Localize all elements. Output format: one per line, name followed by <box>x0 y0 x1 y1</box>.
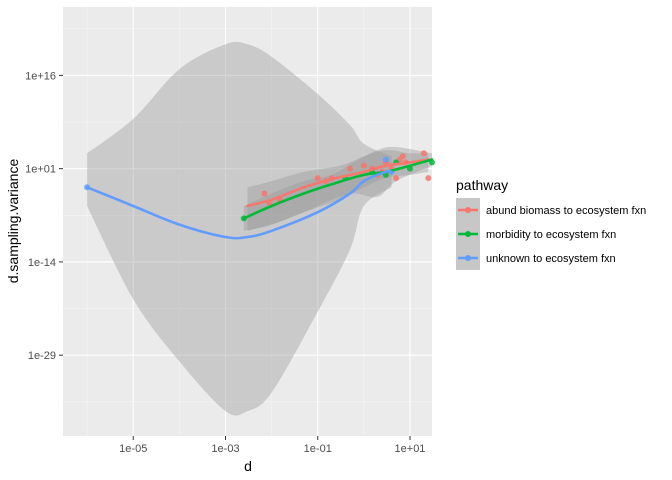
confidence-band-1 <box>243 146 432 231</box>
y-tick-label: 1e-29 <box>28 350 56 362</box>
legend-label: unknown to ecosystem fxn <box>486 253 616 265</box>
minor-grid <box>63 7 432 436</box>
data-point <box>261 190 268 197</box>
x-axis-title: d <box>244 458 252 474</box>
legend-label: morbidity to ecosystem fxn <box>486 229 616 241</box>
legend-label: abund biomass to ecosystem fxn <box>486 205 646 217</box>
x-axis: 1e-05 1e-03 1e-01 1e+01 <box>119 436 425 455</box>
data-point <box>420 150 427 157</box>
x-tick-label: 1e-05 <box>119 443 147 455</box>
y-axis-title: d.sampling.variance <box>5 159 21 284</box>
x-tick-label: 1e-03 <box>211 443 239 455</box>
legend-item: morbidity to ecosystem fxn <box>456 222 616 246</box>
data-point <box>425 175 432 182</box>
major-grid <box>63 7 432 436</box>
y-tick-label: 1e-14 <box>28 257 56 269</box>
x-tick-label: 1e-01 <box>304 443 332 455</box>
fit-line-1 <box>242 158 434 220</box>
confidence-band-2 <box>87 41 392 416</box>
data-point <box>399 153 406 160</box>
legend-item: unknown to ecosystem fxn <box>456 246 616 270</box>
legend-key-point <box>465 231 471 237</box>
x-tick-label: 1e+01 <box>395 443 426 455</box>
fit-line-0 <box>246 158 430 208</box>
y-tick-label: 1e+16 <box>25 70 56 82</box>
data-point <box>393 175 400 182</box>
data-point <box>346 165 353 172</box>
legend-key-point <box>465 255 471 261</box>
legend-item: abund biomass to ecosystem fxn <box>456 198 646 222</box>
plot-panel <box>63 7 432 436</box>
data-point <box>314 175 321 182</box>
data-point <box>382 156 389 163</box>
y-tick-label: 1e+01 <box>25 164 56 176</box>
fit-line-2 <box>85 169 393 240</box>
legend-title: pathway <box>456 177 508 193</box>
fit-lines <box>85 158 434 240</box>
y-axis: 1e-29 1e-14 1e+01 1e+16 <box>25 70 63 362</box>
legend-key-point <box>465 207 471 213</box>
data-point <box>360 162 367 169</box>
legend: pathway abund biomass to ecosystem fxn mo… <box>456 177 646 270</box>
